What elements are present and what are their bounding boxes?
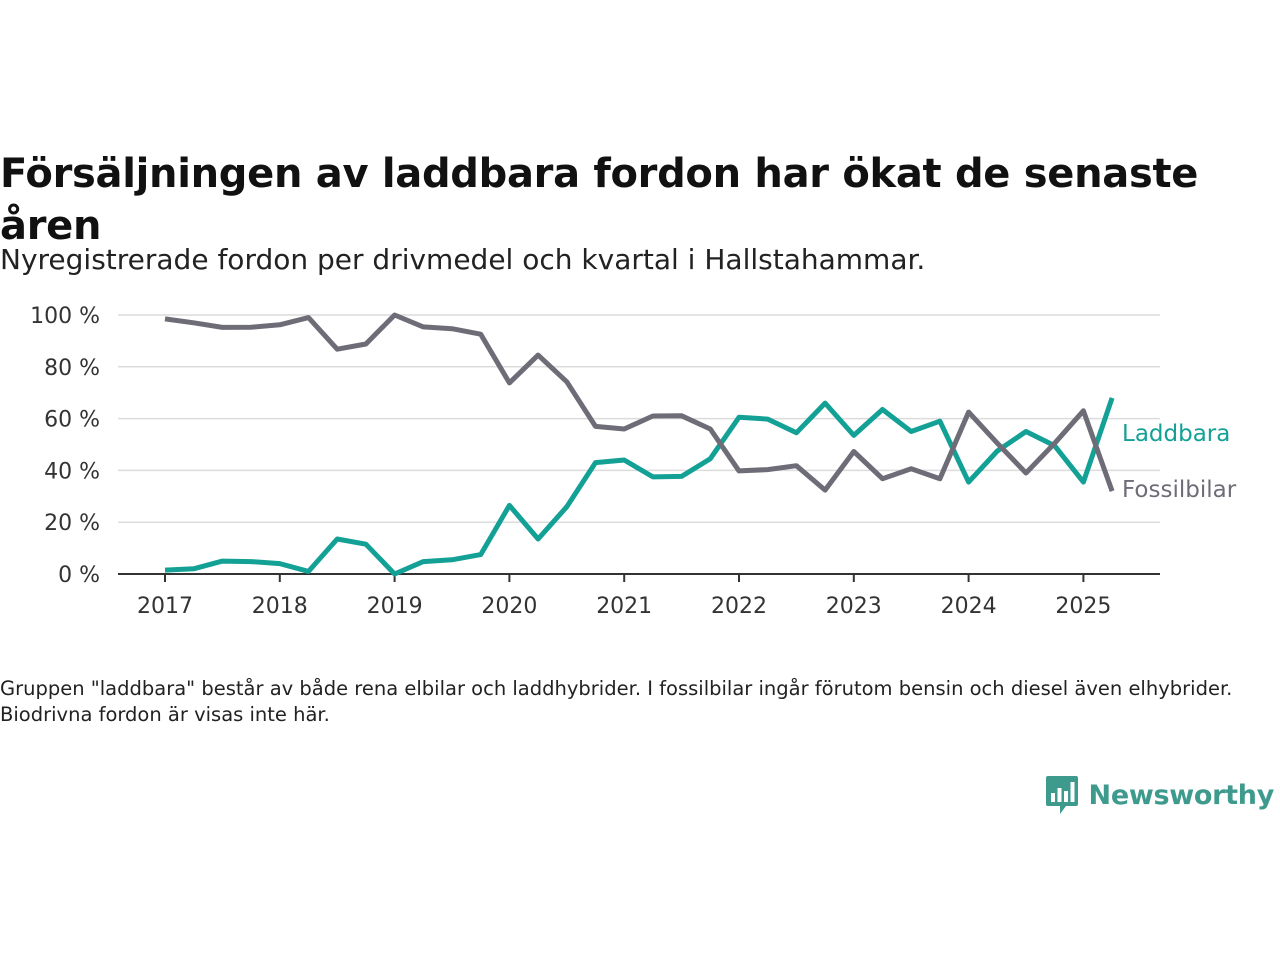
x-tick-label: 2025 — [1055, 594, 1111, 619]
chart-title: Försäljningen av laddbara fordon har öka… — [0, 151, 1199, 249]
y-tick-label: 60 % — [44, 408, 100, 433]
line-chart: 0 % 20 % 40 % 60 % 80 % 100 % 2017 2018 2019 2020… — [30, 304, 1237, 619]
x-tick-label: 2020 — [481, 594, 537, 619]
x-tick-label: 2017 — [137, 594, 193, 619]
series-layer — [164, 312, 1115, 577]
brand-logo: Newsworthy — [1045, 774, 1274, 816]
series-label-fossilbilar: Fossilbilar — [1122, 477, 1237, 503]
x-tick-label: 2021 — [596, 594, 652, 619]
series-line-fossilbilar — [164, 312, 1115, 493]
axis-layer — [118, 573, 1160, 582]
brand-name: Newsworthy — [1088, 779, 1275, 811]
y-tick-label: 20 % — [44, 511, 100, 536]
x-tick-label: 2019 — [367, 594, 423, 619]
footnote: Gruppen "laddbara" består av både rena e… — [0, 677, 1233, 726]
y-tick-label: 40 % — [44, 459, 100, 484]
y-tick-label: 100 % — [30, 304, 100, 329]
y-tick-label: 0 % — [58, 563, 100, 588]
series-label-laddbara: Laddbara — [1122, 421, 1230, 447]
y-tick-label: 80 % — [44, 356, 100, 381]
x-tick-label: 2018 — [252, 594, 308, 619]
label-layer: 0 % 20 % 40 % 60 % 80 % 100 % 2017 2018 2019 2020… — [30, 304, 1237, 619]
x-tick-label: 2022 — [711, 594, 767, 619]
x-tick-label: 2024 — [941, 594, 997, 619]
grid-layer — [118, 314, 1160, 523]
x-tick-label: 2023 — [826, 594, 882, 619]
bar-chart-icon — [1045, 776, 1078, 814]
chart-subtitle: Nyregistrerade fordon per drivmedel och … — [0, 243, 926, 276]
